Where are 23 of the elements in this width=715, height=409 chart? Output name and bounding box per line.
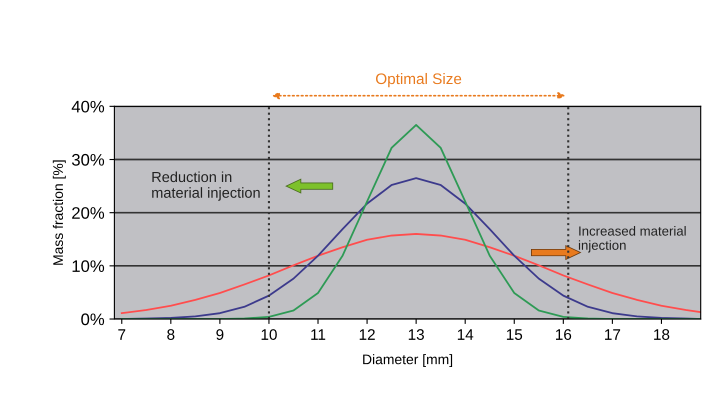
x-tick-label: 18 [654, 329, 670, 340]
y-axis-title: Mass fraction [%] [52, 160, 66, 265]
x-tick-label: 15 [506, 329, 522, 340]
annotation: Reduction in material injection [152, 171, 260, 201]
x-tick-label: 7 [118, 329, 126, 340]
line-series [120, 124, 701, 320]
x-tick-label: 9 [216, 329, 224, 340]
x-tick-label: 11 [311, 329, 326, 340]
x-tick-label: 16 [556, 329, 572, 340]
x-tick-label: 12 [360, 329, 375, 340]
x-tick-label: 8 [167, 329, 174, 340]
x-axis-title: Diameter [mm] [363, 354, 452, 368]
x-tick-label: 10 [262, 329, 277, 340]
y-tick-label: 0% [81, 313, 104, 326]
y-tick-label: 40% [72, 100, 104, 113]
y-tick-label: 10% [72, 260, 104, 272]
y-tick-label: 30% [72, 154, 104, 166]
x-tick-label: 14 [458, 329, 474, 340]
y-tick-label: 20% [72, 207, 104, 219]
x-tick-label: 13 [408, 329, 424, 340]
annotation: Increased material injection [578, 226, 686, 253]
text: Optimal Size [376, 72, 462, 88]
x-tick-label: 17 [605, 329, 620, 340]
